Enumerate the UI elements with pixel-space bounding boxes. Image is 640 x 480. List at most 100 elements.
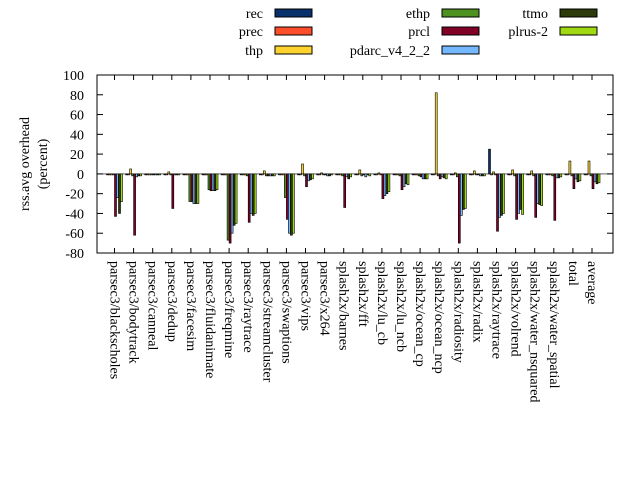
bar-thp xyxy=(186,173,190,176)
bar-pdarc_v4_2_2 xyxy=(116,173,119,198)
bar-prec xyxy=(127,173,130,176)
bar-plrus-2 xyxy=(387,173,391,192)
bar-plrus-2 xyxy=(196,173,200,204)
y-tick-label: 100 xyxy=(63,69,84,84)
x-tick-label: parsec3/x264 xyxy=(317,261,332,336)
axes xyxy=(96,74,614,254)
bar-pdarc_v4_2_2 xyxy=(230,173,234,234)
x-tick-label: parsec3/raytrace xyxy=(240,261,255,353)
legend-swatch xyxy=(441,45,480,55)
bar-prec xyxy=(528,173,532,176)
legend-swatch xyxy=(559,26,598,36)
legend-swatch xyxy=(274,26,313,36)
bar-prec xyxy=(260,173,264,176)
tick-labels: -80 -60 -40 -20 0 20 40 60 80 100 rss.avg overhead… xyxy=(18,69,599,403)
bar-plrus-2 xyxy=(540,173,544,206)
bar-plrus-2 xyxy=(234,173,238,224)
bar-ethp xyxy=(169,173,173,176)
bar-plrus-2 xyxy=(120,173,123,202)
bar-prcl xyxy=(209,173,213,191)
x-tick-label: parsec3/vips xyxy=(298,261,313,331)
y-tick-label: 0 xyxy=(77,168,84,183)
y-tick-label: -20 xyxy=(65,188,84,203)
x-tick-label: average xyxy=(584,261,599,305)
bar-prcl xyxy=(171,173,175,209)
legend-label: rec xyxy=(246,7,263,22)
bar-prec xyxy=(490,173,493,176)
x-tick-label: parsec3/fluidanimate xyxy=(202,261,217,378)
bar-ethp xyxy=(150,173,153,176)
bar-ethp xyxy=(226,173,230,241)
bar-plrus-2 xyxy=(139,173,142,177)
bar-thp xyxy=(358,169,362,175)
bar-plrus-2 xyxy=(215,173,219,191)
bar-prec xyxy=(241,173,245,176)
bar-thp xyxy=(511,169,514,175)
y-tick-label: -40 xyxy=(65,207,84,222)
bar-prcl xyxy=(114,173,117,217)
bar-ttmo xyxy=(156,173,159,176)
y-axis-label: (percent) xyxy=(36,138,51,189)
x-tick-label: splash2x/lu_cb xyxy=(374,261,389,345)
bar-prcl xyxy=(343,173,347,208)
bar-ttmo xyxy=(232,173,236,226)
legend-label: pdarc_v4_2_2 xyxy=(350,44,430,59)
bar-prec xyxy=(471,173,474,176)
y-tick-label: -80 xyxy=(65,247,84,262)
bar-prec xyxy=(222,173,226,176)
bar-prcl xyxy=(572,173,576,190)
bar-thp xyxy=(301,163,304,175)
bar-rec xyxy=(488,148,491,175)
bar-prec xyxy=(585,173,589,176)
x-tick-label: splash2x/water_spatial xyxy=(546,261,561,389)
bar-plrus-2 xyxy=(158,173,161,176)
x-tick-label: parsec3/canneal xyxy=(145,261,160,350)
bar-prec xyxy=(318,173,321,176)
bar-thp xyxy=(224,173,228,176)
x-tick-label: parsec3/swaptions xyxy=(278,261,293,364)
bar-prec xyxy=(299,173,302,176)
bar-pdarc_v4_2_2 xyxy=(154,173,157,176)
bar-thp xyxy=(320,172,323,175)
bar-prec xyxy=(146,173,149,176)
bar-ttmo xyxy=(194,173,198,204)
bar-prec xyxy=(451,173,455,176)
bar-thp xyxy=(568,160,572,175)
bar-thp xyxy=(262,170,266,175)
bar-prcl xyxy=(553,173,557,221)
legend-swatch xyxy=(441,26,480,36)
bar-thp xyxy=(205,173,209,176)
bar-prcl xyxy=(247,173,251,223)
y-tick-label: 40 xyxy=(70,128,84,143)
bar-rec xyxy=(144,173,147,176)
bar-plrus-2 xyxy=(349,173,353,178)
bar-prcl xyxy=(133,173,136,236)
bar-ethp xyxy=(207,173,211,191)
bar-prec xyxy=(203,173,207,176)
bar-plrus-2 xyxy=(463,173,467,209)
x-tick-label: parsec3/facesim xyxy=(183,261,198,351)
bar-thp xyxy=(453,172,457,175)
bar-thp xyxy=(167,171,171,175)
bar-thp xyxy=(129,168,132,175)
bar-pdarc_v4_2_2 xyxy=(249,173,253,214)
legend-swatch xyxy=(441,8,480,18)
bar-thp xyxy=(148,173,151,176)
bar-plrus-2 xyxy=(330,173,333,176)
legend-label: ttmo xyxy=(522,7,548,22)
bar-plrus-2 xyxy=(368,173,372,177)
bar-thp xyxy=(110,173,113,176)
x-tick-label: splash2x/ocean_ncp xyxy=(431,261,446,374)
bar-prec xyxy=(566,173,570,176)
bar-rec xyxy=(163,173,167,176)
plot-frame xyxy=(96,74,614,254)
x-tick-label: parsec3/streamcluster xyxy=(259,261,274,383)
x-tick-label: total xyxy=(565,261,580,286)
bar-plrus-2 xyxy=(406,173,410,186)
bar-prcl xyxy=(228,173,232,244)
x-tick-label: splash2x/raytrace xyxy=(489,261,504,359)
bar-plrus-2 xyxy=(559,173,563,178)
bar-thp xyxy=(530,170,534,175)
